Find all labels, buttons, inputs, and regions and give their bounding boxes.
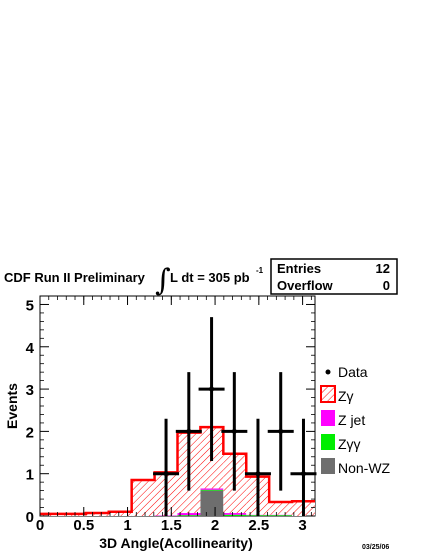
y-tick-label: 2 [26, 424, 34, 441]
header-experiment: CDF Run II Preliminary [4, 270, 146, 285]
bar-z- [269, 502, 293, 515]
legend-label-z-: Zγ [338, 388, 354, 404]
legend-swatch-z- [320, 385, 336, 403]
data-point [300, 471, 306, 477]
axes: 0 0.5 1 1.5 2 2.5 3 0 1 2 3 4 5 [26, 296, 315, 534]
y-tick-label: 0 [26, 509, 34, 526]
data-point [209, 386, 215, 392]
legend-swatch-z-jet [321, 410, 335, 426]
stats-overflow-value: 0 [383, 278, 390, 293]
y-tick-label: 4 [26, 340, 35, 357]
stats-overflow-label: Overflow [277, 278, 334, 293]
date-stamp: 03/25/06 [362, 544, 389, 551]
x-tick-label: 2 [211, 517, 219, 534]
bar-z-jet [200, 488, 224, 490]
data-point [163, 471, 169, 477]
x-tick-label: 2.5 [248, 517, 269, 534]
bar-z- [108, 511, 132, 516]
legend: Data Zγ Z jet Zγγ Non-WZ [320, 364, 391, 476]
bar-z- [200, 489, 224, 491]
data-point [186, 428, 192, 434]
bar-non-wz [200, 490, 224, 516]
x-tick-label: 0 [36, 517, 44, 534]
bar-z- [223, 514, 247, 516]
stats-entries-label: Entries [277, 261, 321, 276]
x-tick-label: 0.5 [73, 517, 94, 534]
data-point [231, 428, 237, 434]
x-axis-label: 3D Angle(Acollinearity) [99, 535, 253, 551]
data-point [255, 471, 261, 477]
data-point [278, 428, 284, 434]
legend-label-data: Data [338, 364, 368, 380]
data-points [153, 317, 317, 516]
bar-z- [85, 513, 109, 516]
legend-label-z-: Zγγ [338, 436, 361, 452]
x-tick-label: 1.5 [161, 517, 182, 534]
legend-label-z-jet: Z jet [338, 412, 365, 428]
x-tick-label: 1 [123, 517, 131, 534]
x-tick-label: 3 [298, 517, 306, 534]
y-tick-label: 3 [26, 382, 34, 399]
stats-box-frame [270, 258, 398, 295]
header-lumi-exponent: -1 [256, 266, 264, 275]
bar-z- [131, 480, 155, 516]
y-tick-label: 1 [26, 467, 34, 484]
stats-box: Entries 12 Overflow 0 [270, 258, 398, 295]
bar-z-jet [223, 513, 247, 515]
header-lumi: L dt = 305 pb [170, 270, 250, 285]
legend-label-non-wz: Non-WZ [338, 460, 391, 476]
y-tick-label: 5 [26, 297, 34, 314]
legend-swatch-z- [321, 434, 335, 450]
y-axis-label: Events [4, 383, 20, 429]
legend-swatch-non-wz [321, 458, 335, 474]
legend-marker-data [325, 369, 331, 375]
integral-symbol: ∫ [155, 263, 171, 298]
bar-z- [269, 515, 293, 516]
stats-entries-value: 12 [376, 261, 390, 276]
